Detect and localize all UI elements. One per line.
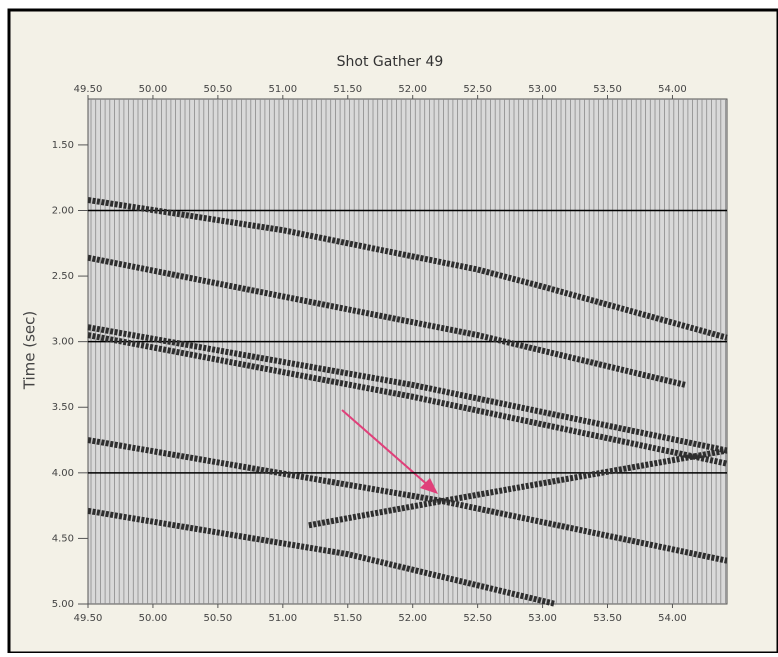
event xyxy=(87,254,687,388)
event xyxy=(87,197,728,341)
x-tick-label: 52.50 xyxy=(463,613,492,624)
x-tick-label-top: 49.50 xyxy=(74,84,103,95)
x-tick-label: 52.00 xyxy=(398,613,427,624)
y-tick-label: 4.50 xyxy=(52,533,74,544)
y-tick-label: 5.00 xyxy=(52,599,74,610)
event xyxy=(308,447,728,529)
x-tick-label-top: 53.00 xyxy=(528,84,557,95)
x-tick-label-top: 51.50 xyxy=(333,84,362,95)
y-tick-label: 2.00 xyxy=(52,205,74,216)
y-tick-label: 3.00 xyxy=(52,337,74,348)
x-tick-label: 53.50 xyxy=(593,613,622,624)
y-tick-label: 2.50 xyxy=(52,271,74,282)
event xyxy=(87,324,728,454)
event xyxy=(87,507,557,607)
x-tick-label-top: 50.50 xyxy=(204,84,233,95)
x-tick-label: 51.00 xyxy=(268,613,297,624)
x-tick-label-top: 52.50 xyxy=(463,84,492,95)
x-tick-label-top: 54.00 xyxy=(658,84,687,95)
x-tick-label-top: 53.50 xyxy=(593,84,622,95)
chart-title: Shot Gather 49 xyxy=(337,54,444,70)
event xyxy=(87,332,728,467)
x-tick-label: 53.00 xyxy=(528,613,557,624)
x-tick-label: 51.50 xyxy=(333,613,362,624)
arrow-head xyxy=(420,478,438,494)
x-tick-label: 50.00 xyxy=(139,613,168,624)
x-tick-label: 50.50 xyxy=(204,613,233,624)
x-tick-label: 49.50 xyxy=(74,613,103,624)
y-tick-label: 4.00 xyxy=(52,468,74,479)
arrow xyxy=(341,409,431,488)
x-tick-label-top: 50.00 xyxy=(139,84,168,95)
x-tick-label-top: 52.00 xyxy=(398,84,427,95)
x-tick-label-top: 51.00 xyxy=(268,84,297,95)
y-tick-label: 1.50 xyxy=(52,140,74,151)
y-tick-label: 3.50 xyxy=(52,402,74,413)
x-tick-label: 54.00 xyxy=(658,613,687,624)
y-axis-label: Time (sec) xyxy=(21,311,39,390)
